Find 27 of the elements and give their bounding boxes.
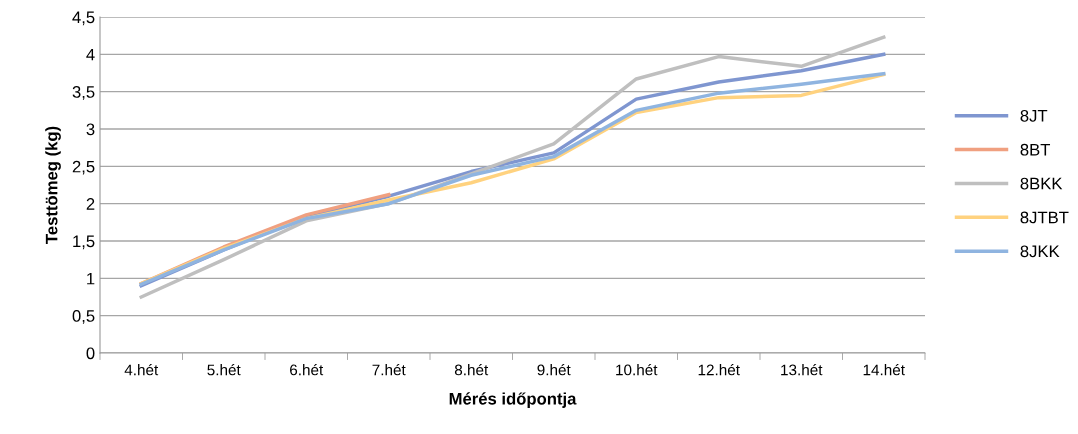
legend-label: 8BKK (1020, 177, 1063, 190)
y-tick-label: 1,5 (73, 235, 95, 250)
x-tick-label: 13.hét (781, 363, 823, 376)
y-tick-label: 4,5 (72, 11, 95, 26)
x-tick-label: 8.hét (454, 363, 489, 376)
y-tick-label: 2 (86, 198, 95, 210)
x-tick-label: 10.hét (616, 363, 658, 376)
x-axis-title: Mérés időpontja (449, 392, 577, 408)
legend-label: 8BT (1020, 143, 1051, 156)
x-tick-label: 5.hét (207, 363, 241, 376)
x-tick-label: 12.hét (698, 363, 740, 376)
y-tick-label: 0 (86, 347, 95, 360)
y-tick-label: 1 (87, 272, 95, 285)
x-tick-label: 6.hét (290, 363, 324, 376)
legend-label: 8JTBT (1020, 211, 1069, 224)
y-tick-label: 3,5 (72, 86, 95, 100)
y-axis-title: Testtömeg (kg) (45, 126, 61, 244)
y-tick-label: 4 (86, 48, 95, 61)
x-tick-label: 4.hét (124, 363, 159, 376)
y-tick-label: 2,5 (72, 160, 95, 175)
x-tick-label: 7.hét (372, 363, 406, 376)
legend-label: 8JKK (1020, 245, 1060, 258)
x-tick-label: 9.hét (537, 363, 571, 376)
x-tick-label: 14.hét (863, 363, 905, 376)
legend-label: 8JT (1020, 109, 1048, 122)
y-tick-label: 3 (86, 123, 95, 136)
y-tick-label: 0,5 (72, 310, 95, 324)
